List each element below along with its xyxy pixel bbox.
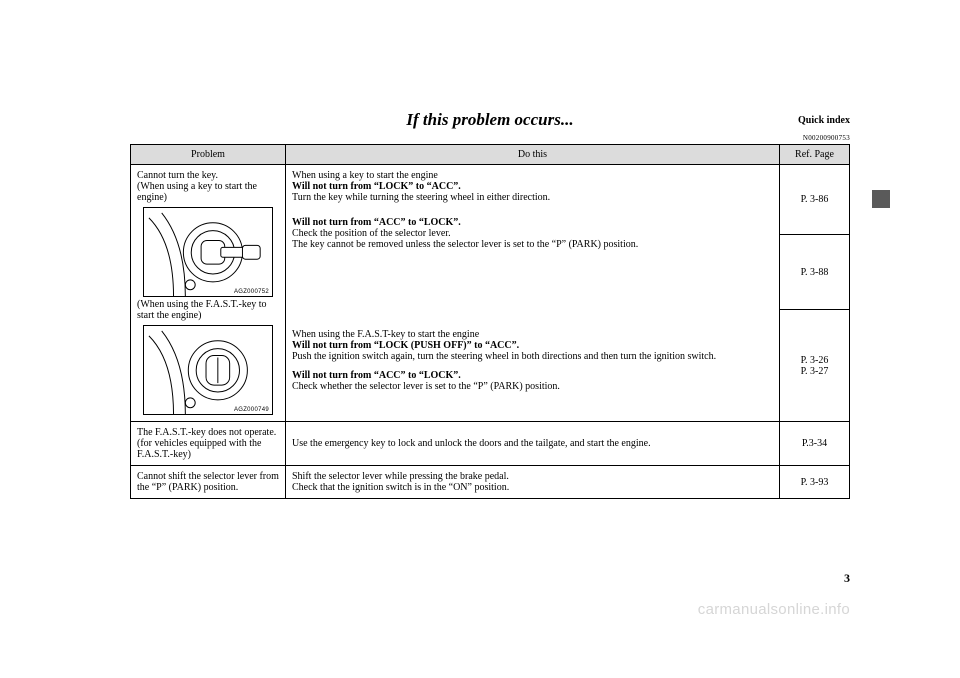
problem-line: The F.A.S.T.-key does not operate.	[137, 427, 279, 438]
do-bold: Will not turn from “ACC” to “LOCK”.	[292, 217, 773, 228]
page-title: If this problem occurs...	[130, 110, 850, 130]
do-bold: Will not turn from “LOCK” to “ACC”.	[292, 181, 773, 192]
ref-text: P. 3-86	[801, 194, 829, 205]
ref-page: P. 3-93	[780, 466, 850, 499]
problem-line: (for vehicles equipped with the F.A.S.T.…	[137, 438, 279, 460]
do-this-fastkey: When using the F.A.S.T-key to start the …	[286, 310, 780, 422]
ignition-knob-icon	[144, 326, 272, 415]
do-this-key: When using a key to start the engine Wil…	[286, 165, 780, 310]
do-text: Check that the ignition switch is in the…	[292, 482, 773, 493]
illustration-code: AGZ000749	[234, 407, 269, 413]
troubleshooting-table: Problem Do this Ref. Page Cannot turn th…	[130, 144, 850, 499]
page-number: 3	[844, 571, 850, 586]
ref-text: P.3-34	[802, 438, 827, 449]
do-bold: Will not turn from “LOCK (PUSH OFF)” to …	[292, 340, 773, 351]
problem-line: Cannot turn the key.	[137, 170, 279, 181]
col-ref-page: Ref. Page	[780, 145, 850, 165]
doc-number: N00200900753	[130, 134, 850, 142]
do-text: Push the ignition switch again, turn the…	[292, 351, 773, 362]
do-text: Use the emergency key to lock and unlock…	[292, 438, 651, 449]
ref-page: P.3-34	[780, 422, 850, 466]
illustration-keyed-ignition: AGZ000752	[143, 207, 273, 297]
ref-text: P. 3-88	[801, 267, 829, 278]
ref-page: P. 3-86	[780, 165, 850, 235]
do-this-shift: Shift the selector lever while pressing …	[286, 466, 780, 499]
do-text: Check the position of the selector lever…	[292, 228, 773, 239]
do-subtitle: When using the F.A.S.T-key to start the …	[292, 329, 773, 340]
problem-line: Cannot shift the selector lever from the…	[137, 471, 279, 493]
ignition-key-icon	[144, 208, 272, 297]
problem-cannot-turn-key: Cannot turn the key. (When using a key t…	[131, 165, 286, 422]
do-this-emergency-key: Use the emergency key to lock and unlock…	[286, 422, 780, 466]
ref-text: P. 3-93	[801, 477, 829, 488]
do-text: Turn the key while turning the steering …	[292, 192, 773, 203]
do-text: Check whether the selector lever is set …	[292, 381, 773, 392]
col-do-this: Do this	[286, 145, 780, 165]
problem-line: (When using a key to start the engine)	[137, 181, 279, 203]
do-text: The key cannot be removed unless the sel…	[292, 239, 773, 250]
illustration-code: AGZ000752	[234, 289, 269, 295]
problem-cannot-shift: Cannot shift the selector lever from the…	[131, 466, 286, 499]
index-tab	[872, 190, 890, 208]
do-bold: Will not turn from “ACC” to “LOCK”.	[292, 370, 773, 381]
ref-text: P. 3-26	[801, 355, 829, 366]
problem-fastkey-not-operate: The F.A.S.T.-key does not operate. (for …	[131, 422, 286, 466]
watermark: carmanualsonline.info	[698, 601, 850, 618]
do-subtitle: When using a key to start the engine	[292, 170, 773, 181]
illustration-fast-key-ignition: AGZ000749	[143, 325, 273, 415]
do-text: Shift the selector lever while pressing …	[292, 471, 773, 482]
ref-page: P. 3-26 P. 3-27	[780, 310, 850, 422]
section-header: Quick index	[798, 115, 850, 126]
ref-text: P. 3-27	[801, 366, 829, 377]
ref-page: P. 3-88	[780, 235, 850, 310]
col-problem: Problem	[131, 145, 286, 165]
problem-line: (When using the F.A.S.T.-key to start th…	[137, 299, 279, 321]
